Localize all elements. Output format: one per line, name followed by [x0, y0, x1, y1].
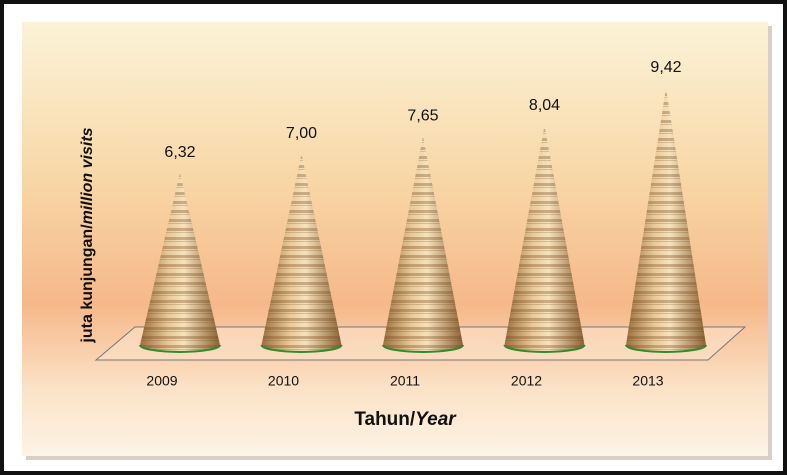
cone-grain — [626, 88, 706, 352]
data-label: 6,32 — [164, 144, 195, 161]
x-tick-label: 2013 — [632, 373, 663, 389]
x-tick-label: 2009 — [146, 373, 177, 389]
cone-grain — [383, 136, 463, 352]
data-label: 7,00 — [286, 125, 317, 142]
cone-base-edge — [625, 344, 707, 353]
cone-base-edge — [503, 344, 586, 353]
cone-grain — [140, 172, 220, 352]
cone-base-edge — [139, 344, 221, 353]
x-tick-label: 2011 — [390, 373, 420, 389]
data-label: 8,04 — [529, 97, 560, 114]
y-axis-label: juta kunjungan/million visits — [79, 127, 96, 343]
cone-grain — [504, 125, 585, 353]
x-tick-label: 2012 — [511, 373, 542, 389]
cone-base-edge — [260, 344, 343, 353]
cone-base-edge — [382, 344, 464, 353]
x-axis-label: Tahun/Year — [354, 409, 457, 430]
data-label: 7,65 — [407, 108, 438, 125]
cone-grain — [261, 154, 342, 353]
data-label: 9,42 — [650, 59, 681, 76]
x-tick-label: 2010 — [268, 373, 299, 389]
